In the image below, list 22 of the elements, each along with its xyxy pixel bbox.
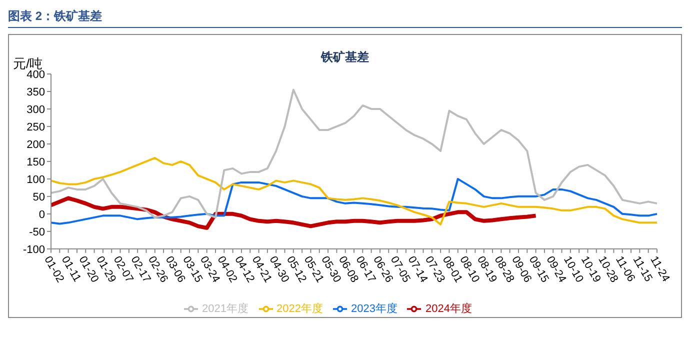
line-series — [50, 88, 658, 218]
legend-label: 2022年度 — [276, 302, 323, 315]
line-series — [49, 196, 538, 230]
y-axis-title: 元/吨 — [13, 55, 43, 71]
y-tick-label: 0 — [38, 208, 45, 221]
y-tick-label: 100 — [26, 174, 45, 186]
legend-label: 2024年度 — [425, 302, 472, 315]
y-tick-label: 150 — [26, 156, 45, 168]
y-tick-label: 200 — [26, 138, 45, 151]
y-tick-label: 350 — [26, 86, 45, 98]
y-tick-label: 50 — [32, 191, 45, 204]
y-tick-label: -50 — [29, 226, 45, 238]
line-series — [50, 156, 658, 226]
legend-label: 2021年度 — [202, 302, 249, 315]
chart-subtitle: 铁矿基差 — [321, 50, 369, 64]
y-tick-label: 400 — [26, 68, 45, 81]
line-series — [50, 178, 658, 225]
chart-title: 图表 2：铁矿基差 — [8, 8, 682, 28]
y-tick-label: -100 — [22, 244, 45, 256]
legend-label: 2023年度 — [351, 302, 398, 315]
y-tick-label: 300 — [26, 104, 45, 116]
y-tick-label: 250 — [26, 121, 45, 134]
